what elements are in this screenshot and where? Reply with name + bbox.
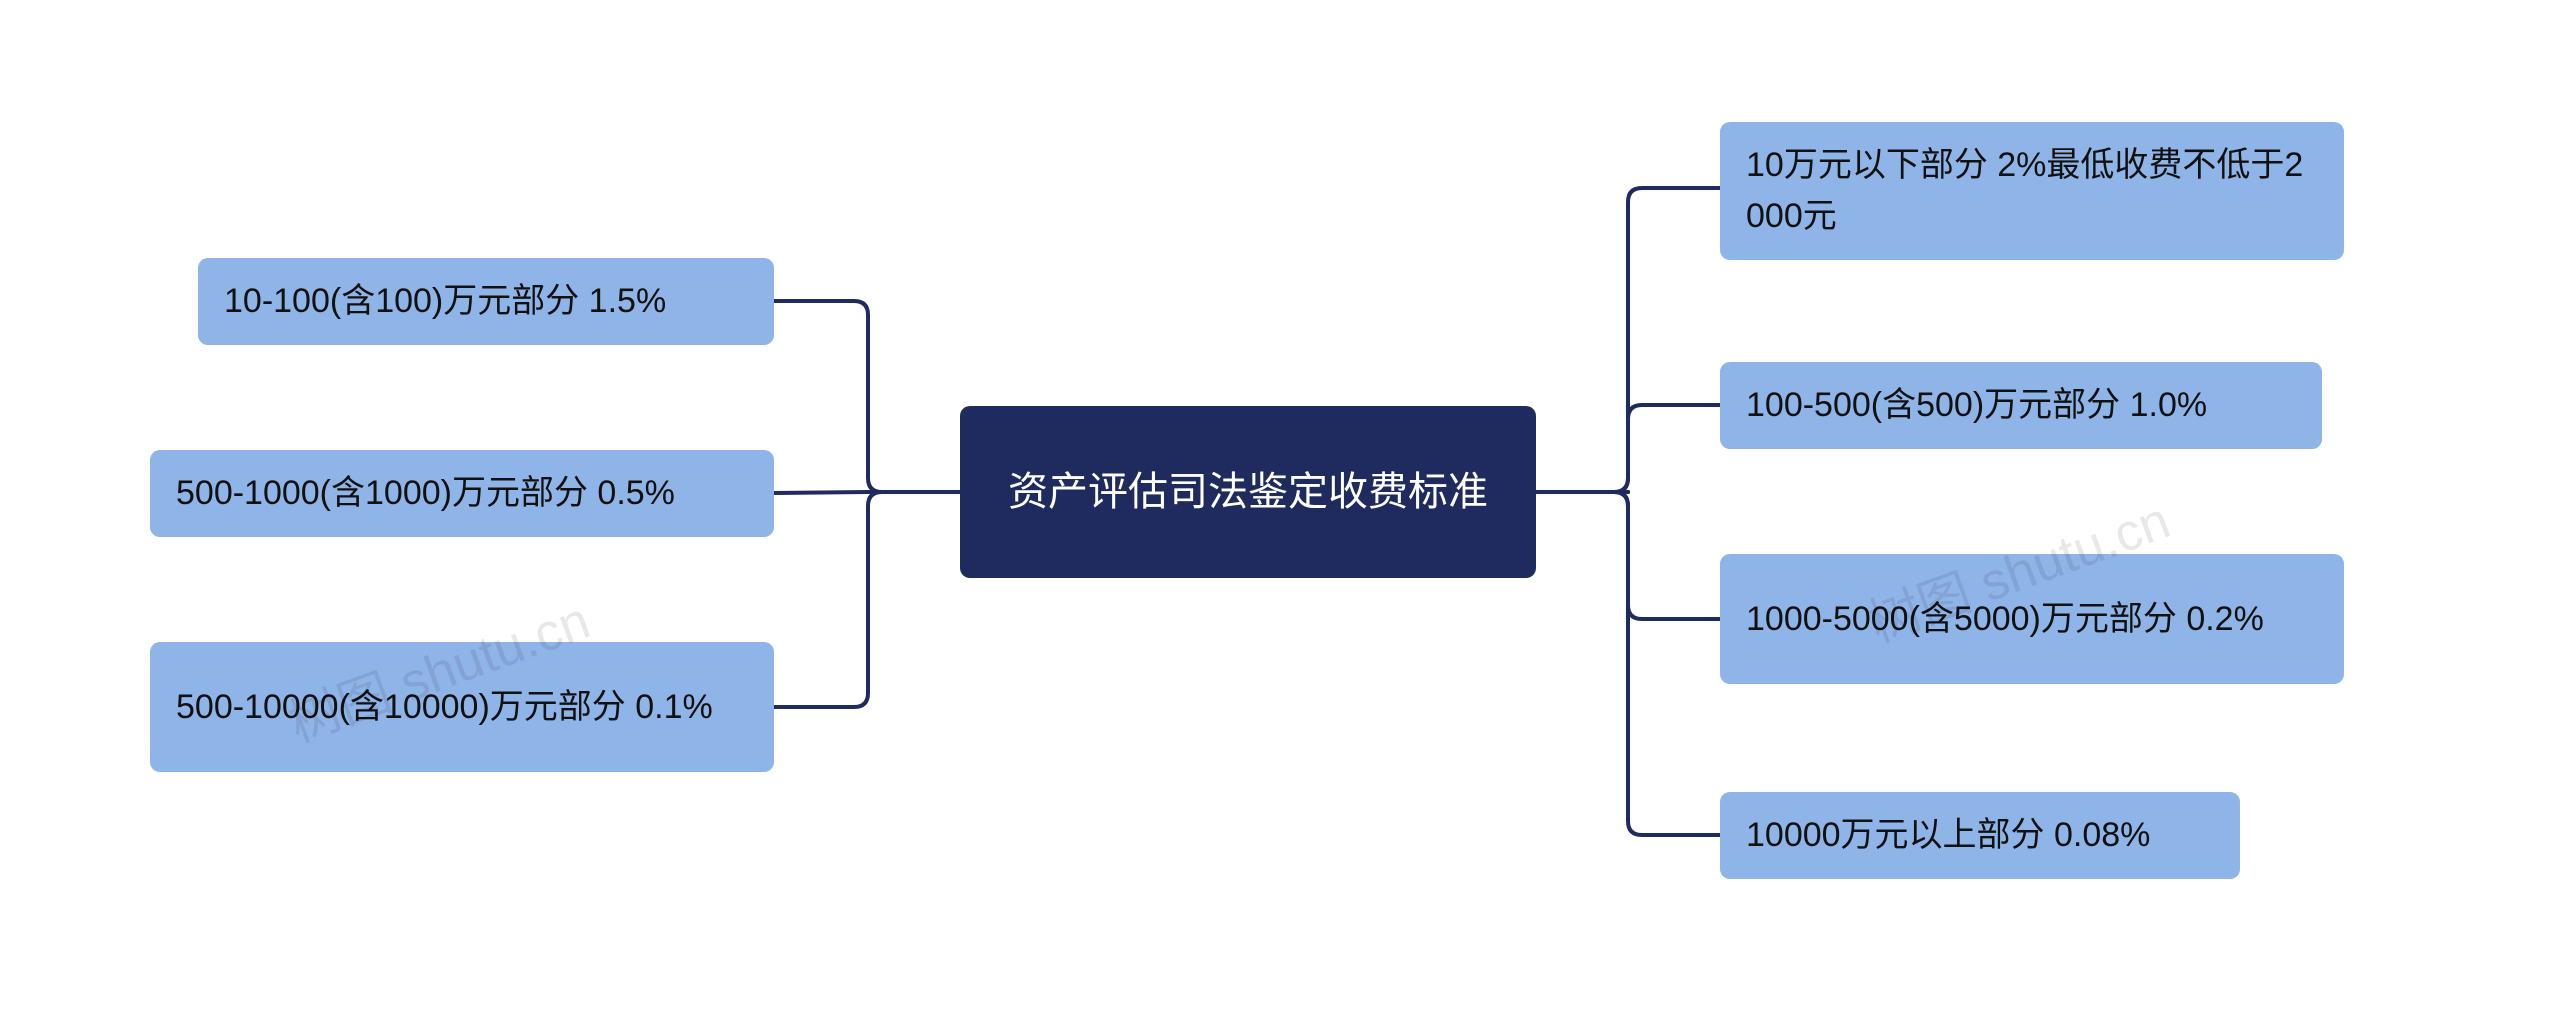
center-node: 资产评估司法鉴定收费标准 [960, 406, 1536, 578]
leaf-left-0: 10-100(含100)万元部分 1.5% [198, 258, 774, 345]
leaf-label: 10万元以下部分 2%最低收费不低于2000元 [1746, 140, 2318, 242]
center-node-label: 资产评估司法鉴定收费标准 [1008, 462, 1488, 522]
leaf-label: 10-100(含100)万元部分 1.5% [224, 276, 666, 327]
leaf-right-0: 10万元以下部分 2%最低收费不低于2000元 [1720, 122, 2344, 260]
leaf-right-3: 10000万元以上部分 0.08% [1720, 792, 2240, 879]
leaf-right-1: 100-500(含500)万元部分 1.0% [1720, 362, 2322, 449]
leaf-label: 10000万元以上部分 0.08% [1746, 810, 2150, 861]
leaf-label: 500-1000(含1000)万元部分 0.5% [176, 468, 675, 519]
mindmap-canvas: 资产评估司法鉴定收费标准 10-100(含100)万元部分 1.5% 500-1… [0, 0, 2560, 1017]
leaf-left-1: 500-1000(含1000)万元部分 0.5% [150, 450, 774, 537]
leaf-label: 100-500(含500)万元部分 1.0% [1746, 380, 2207, 431]
